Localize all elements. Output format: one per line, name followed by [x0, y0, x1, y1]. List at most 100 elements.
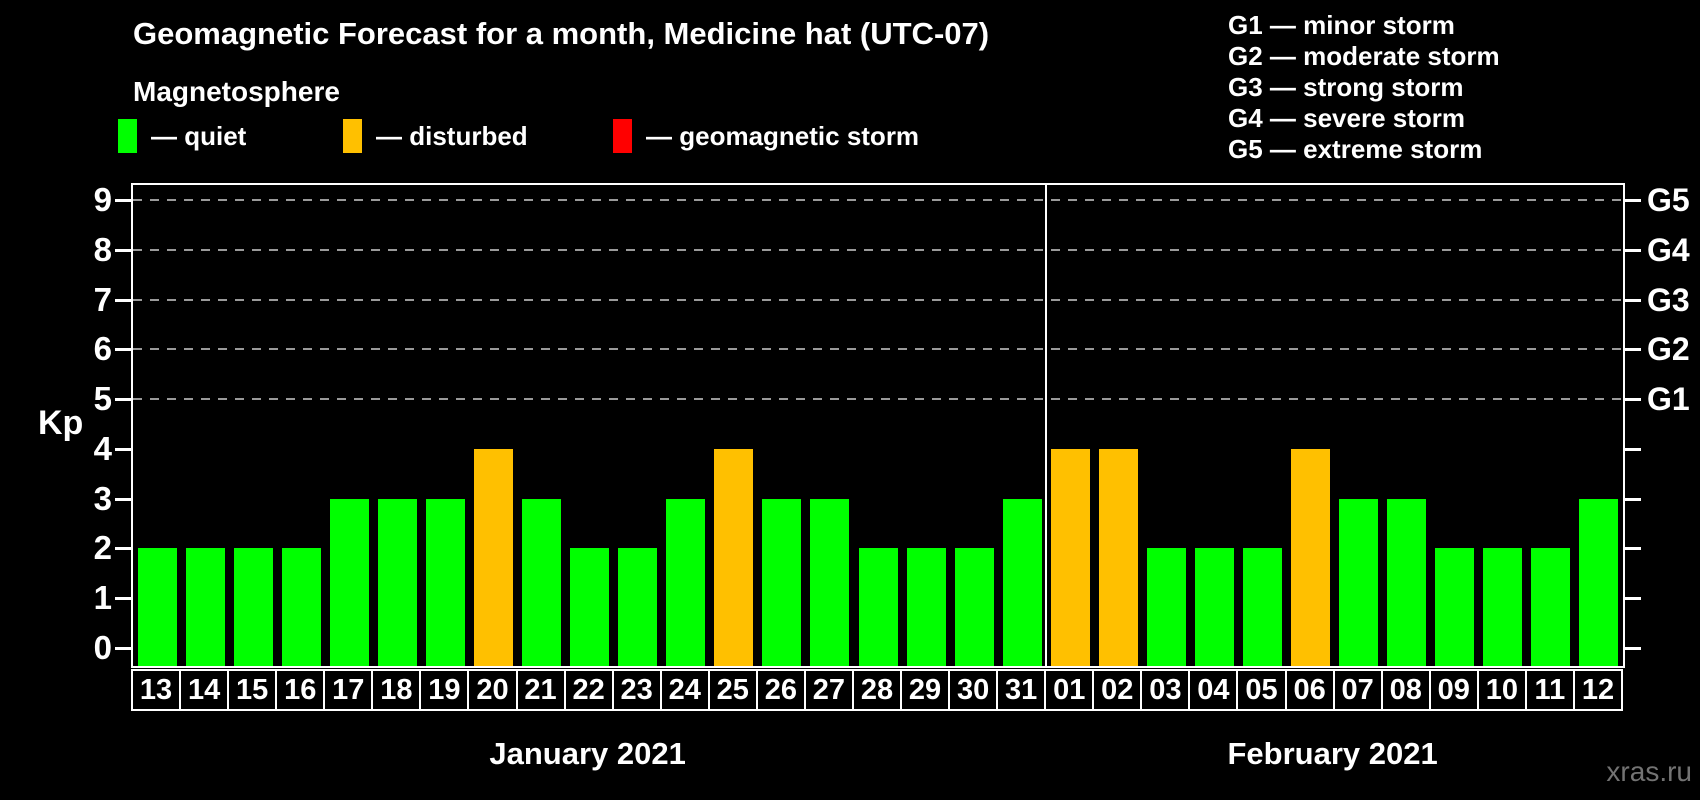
y-tick-right-0	[1625, 647, 1641, 650]
y-tick-left-3	[115, 497, 131, 501]
watermark: xras.ru	[1606, 756, 1692, 787]
y-tick-left-8	[115, 248, 131, 252]
day-label-21: 21	[515, 669, 566, 711]
y-tick-label-3: 3	[93, 479, 112, 517]
bar-day-02	[1098, 448, 1138, 666]
legend-item-disturbed: — disturbed	[343, 118, 528, 154]
bar-day-27	[810, 498, 850, 666]
day-label-29: 29	[900, 669, 951, 711]
storm-color-swatch	[613, 119, 632, 153]
day-label-24: 24	[659, 669, 710, 711]
y-tick-left-0	[115, 647, 131, 650]
bar-day-01	[1050, 448, 1090, 666]
bar-day-06	[1291, 448, 1331, 666]
y-tick-label-4: 4	[93, 429, 112, 467]
y-tick-left-5	[115, 398, 131, 402]
bar-day-17	[329, 498, 369, 666]
y-tick-right-8	[1625, 248, 1641, 252]
day-label-18: 18	[371, 669, 422, 711]
right-axis-label-g2: G2	[1647, 331, 1690, 368]
gridline-kp9	[133, 199, 1623, 202]
y-tick-label-7: 7	[93, 280, 112, 318]
bar-day-09	[1435, 548, 1475, 666]
bar-day-24	[666, 498, 706, 666]
day-label-27: 27	[803, 669, 854, 711]
disturbed-color-swatch	[343, 119, 362, 153]
day-label-06: 06	[1284, 669, 1335, 711]
bar-day-19	[425, 498, 465, 666]
day-label-03: 03	[1140, 669, 1191, 711]
day-label-11: 11	[1524, 669, 1575, 711]
y-tick-right-9	[1625, 199, 1641, 203]
legend-item-storm: — geomagnetic storm	[613, 118, 919, 154]
day-label-20: 20	[467, 669, 518, 711]
y-tick-label-8: 8	[93, 230, 112, 268]
right-axis-label-g5: G5	[1647, 182, 1690, 219]
day-label-01: 01	[1044, 669, 1095, 711]
y-tick-left-7	[115, 298, 131, 302]
bar-day-31	[1002, 498, 1042, 666]
gridline-kp5	[133, 398, 1623, 401]
day-label-31: 31	[996, 669, 1047, 711]
y-tick-right-6	[1625, 348, 1641, 352]
y-tick-left-2	[115, 547, 131, 551]
bar-day-26	[762, 498, 802, 666]
day-label-23: 23	[611, 669, 662, 711]
quiet-color-swatch	[118, 119, 137, 153]
g-legend-line-g4: G4 — severe storm	[1228, 103, 1466, 133]
day-label-02: 02	[1092, 669, 1143, 711]
y-tick-right-7	[1625, 298, 1641, 302]
y-tick-label-0: 0	[93, 629, 112, 666]
legend-item-quiet: — quiet	[118, 118, 246, 154]
g-legend-line-g3: G3 — strong storm	[1228, 72, 1464, 102]
bar-day-11	[1531, 548, 1571, 666]
y-tick-label-1: 1	[93, 579, 112, 617]
bar-day-23	[618, 548, 658, 666]
month-label-1: February 2021	[1227, 736, 1438, 771]
legend-label-disturbed: — disturbed	[376, 120, 528, 151]
bar-day-16	[281, 548, 321, 666]
day-label-28: 28	[851, 669, 903, 711]
bar-day-04	[1194, 548, 1234, 666]
day-label-08: 08	[1380, 669, 1431, 711]
y-axis-title: Kp	[38, 404, 84, 442]
month-separator-line	[1045, 185, 1048, 666]
day-label-09: 09	[1428, 669, 1479, 711]
day-label-19: 19	[419, 669, 470, 711]
y-tick-label-6: 6	[93, 330, 112, 368]
y-tick-right-1	[1625, 597, 1641, 601]
bar-day-29	[906, 548, 946, 666]
day-label-10: 10	[1476, 669, 1527, 711]
y-tick-right-4	[1625, 447, 1641, 451]
gridline-kp7	[133, 298, 1623, 301]
y-tick-right-2	[1625, 547, 1641, 551]
right-axis-label-g3: G3	[1647, 281, 1690, 318]
y-tick-right-3	[1625, 497, 1641, 501]
day-label-05: 05	[1236, 669, 1287, 711]
g-legend-line-g2: G2 — moderate storm	[1228, 41, 1500, 71]
bar-day-28	[858, 548, 898, 666]
bar-day-10	[1483, 548, 1523, 666]
bar-day-08	[1387, 498, 1427, 666]
bar-day-03	[1146, 548, 1186, 666]
day-label-07: 07	[1332, 669, 1383, 711]
g-scale-legend: G1 — minor storm G2 — moderate storm G3 …	[1228, 10, 1500, 165]
legend-label-storm: — geomagnetic storm	[646, 120, 920, 151]
day-label-25: 25	[707, 669, 758, 711]
day-label-22: 22	[563, 669, 614, 711]
day-label-13: 13	[131, 669, 182, 711]
g-legend-line-g1: G1 — minor storm	[1228, 10, 1455, 40]
y-tick-label-9: 9	[93, 181, 112, 219]
bar-day-14	[185, 548, 225, 666]
legend-label-quiet: — quiet	[151, 120, 247, 151]
day-label-14: 14	[179, 669, 230, 711]
plot-area	[131, 183, 1625, 668]
bar-day-13	[137, 548, 177, 666]
bar-day-05	[1243, 548, 1283, 666]
bar-day-25	[714, 448, 754, 666]
day-label-16: 16	[275, 669, 326, 711]
g-legend-line-g5: G5 — extreme storm	[1228, 134, 1483, 164]
y-tick-left-4	[115, 447, 131, 451]
day-label-15: 15	[227, 669, 278, 711]
